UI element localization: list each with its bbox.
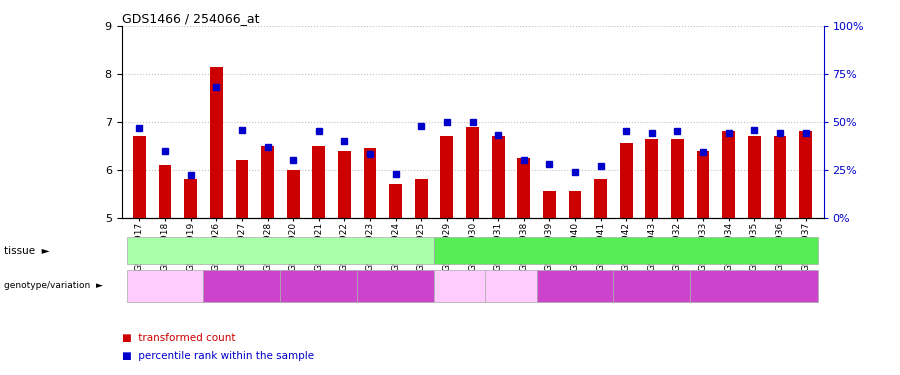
Bar [799,132,812,218]
Text: ■  transformed count: ■ transformed count [122,333,235,342]
Bar [338,150,351,217]
Text: ■  percentile rank within the sample: ■ percentile rank within the sample [122,351,313,361]
Bar [236,160,248,218]
Text: rdr6-15: rdr6-15 [740,281,769,290]
Bar [287,170,300,217]
Text: tissue  ►: tissue ► [4,246,50,256]
Bar [491,136,505,218]
Bar [671,139,684,218]
Text: dcl4-2: dcl4-2 [307,281,330,290]
Bar [210,67,222,218]
Bar [645,139,658,218]
Bar [569,191,581,217]
Bar [748,136,760,218]
Bar [543,191,556,217]
Bar [697,150,709,217]
Bar [364,148,376,217]
Text: dcl1-7: dcl1-7 [230,281,254,290]
Bar [723,132,735,218]
Bar [133,136,146,218]
Text: dcl4-2: dcl4-2 [640,281,663,290]
Bar [389,184,402,218]
Bar [466,127,479,218]
Bar [773,136,787,218]
Bar [312,146,325,218]
Text: dcl1-7: dcl1-7 [563,281,587,290]
Bar [184,179,197,218]
Text: wild type control for
dcl1-7: wild type control for dcl1-7 [472,276,550,296]
Text: inflorescence: inflorescence [590,246,663,256]
Bar [440,136,454,218]
Text: genotype/variation  ►: genotype/variation ► [4,281,104,290]
Text: GDS1466 / 254066_at: GDS1466 / 254066_at [122,12,259,25]
Text: wild type control: wild type control [133,281,197,290]
Bar [620,143,633,218]
Text: leaf: leaf [270,246,291,256]
Bar [518,158,530,218]
Bar [415,179,428,218]
Text: wild type control for
dcl4-2, rdr6-15: wild type control for dcl4-2, rdr6-15 [421,276,499,296]
Bar [158,165,172,218]
Text: rdr6-15: rdr6-15 [382,281,410,290]
Bar [594,179,607,218]
Bar [261,146,274,218]
